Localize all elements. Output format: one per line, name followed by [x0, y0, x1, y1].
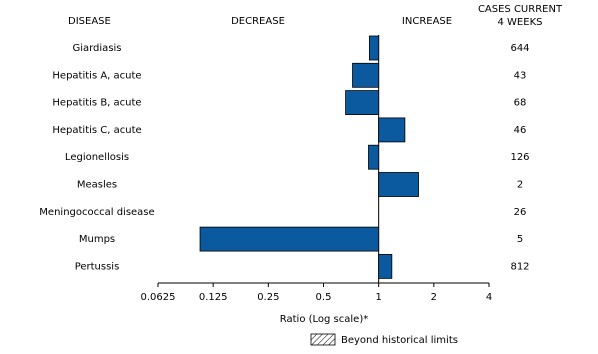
x-tick-label: 0.5	[316, 292, 332, 303]
x-tick-label: 0.25	[257, 292, 279, 303]
category-label: Hepatitis B, acute	[52, 98, 141, 109]
category-label: Mumps	[79, 234, 115, 245]
cases-value: 812	[510, 261, 529, 272]
category-label: Hepatitis A, acute	[52, 70, 141, 81]
category-label: Measles	[77, 180, 117, 191]
bar	[378, 172, 419, 197]
category-label: Giardiasis	[72, 43, 121, 54]
cases-value: 68	[514, 98, 527, 109]
category-label: Meningococcal disease	[39, 207, 154, 218]
bar	[378, 117, 406, 143]
x-axis-label: Ratio (Log scale)*	[280, 314, 368, 325]
cases-value: 43	[514, 70, 527, 81]
bar	[368, 35, 380, 61]
category-header: DISEASE	[68, 16, 111, 27]
bar	[378, 253, 393, 279]
x-tick-label: 2	[431, 292, 437, 303]
increase-label: INCREASE	[402, 16, 452, 27]
cases-header: 4 WEEKS	[498, 17, 543, 28]
x-tick-label: 0.0625	[141, 292, 176, 303]
bar	[368, 144, 380, 170]
category-label: Hepatitis C, acute	[52, 125, 141, 136]
x-tick-label: 0.125	[199, 292, 228, 303]
legend-label: Beyond historical limits	[341, 335, 458, 346]
cases-value: 644	[510, 43, 529, 54]
cases-value: 26	[514, 207, 527, 218]
cases-value: 5	[517, 234, 523, 245]
legend-swatch	[310, 333, 336, 346]
decrease-label: DECREASE	[231, 16, 285, 27]
cases-value: 126	[510, 152, 529, 163]
x-tick-label: 1	[375, 292, 381, 303]
category-label: Pertussis	[75, 261, 120, 272]
bar	[345, 90, 380, 115]
cases-value: 2	[517, 180, 523, 191]
category-label: Legionellosis	[65, 152, 129, 163]
bar	[352, 62, 380, 88]
x-tick-label: 4	[486, 292, 492, 303]
cases-value: 46	[514, 125, 527, 136]
cases-header: CASES CURRENT	[478, 4, 563, 15]
bar	[199, 226, 380, 252]
